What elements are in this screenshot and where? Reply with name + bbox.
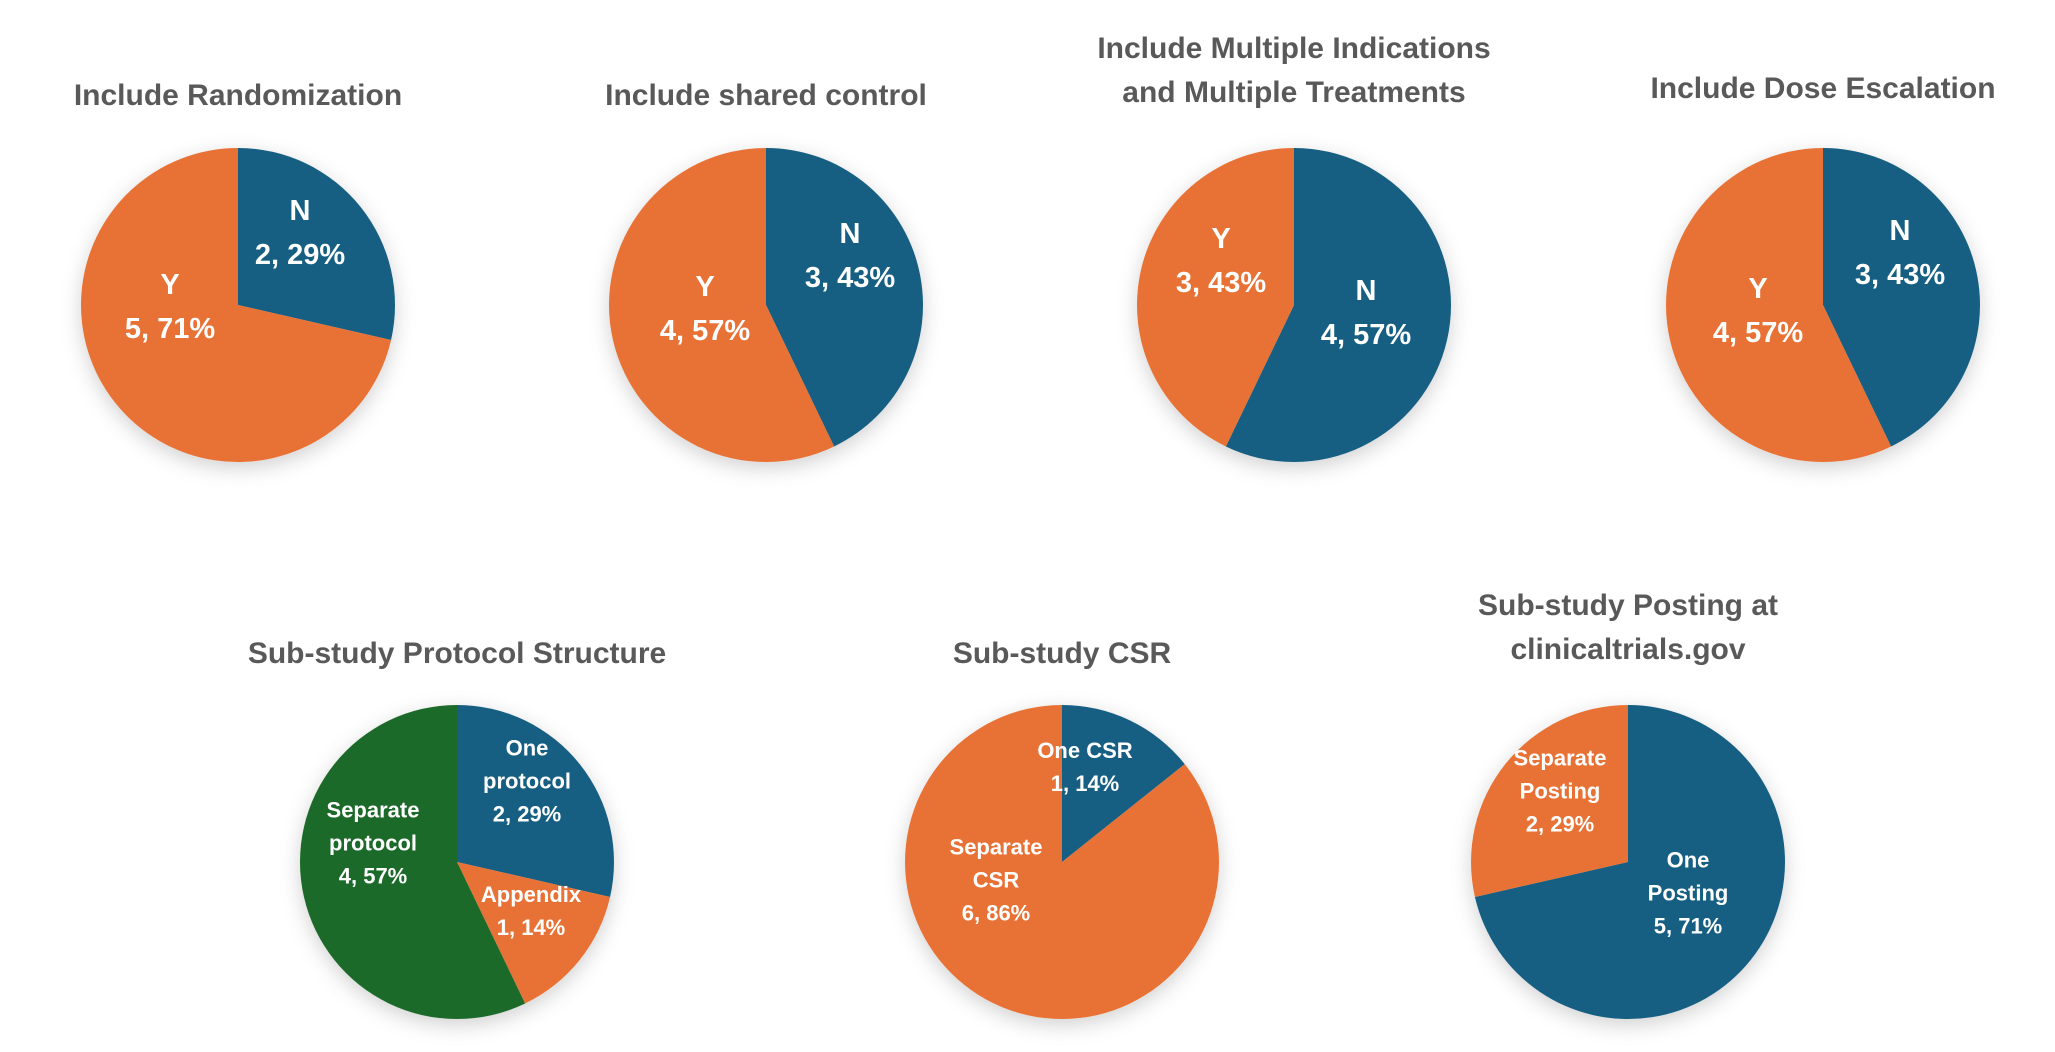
slice-label-line: Y bbox=[1211, 223, 1230, 255]
pie-slices bbox=[905, 705, 1220, 1020]
chart-title-line: and Multiple Treatments bbox=[1122, 76, 1465, 109]
pie-slice-n bbox=[238, 148, 395, 340]
slice-label-line: Y bbox=[160, 269, 179, 301]
pie-slice-y bbox=[1137, 148, 1294, 447]
slice-label-n: N 4, 57% bbox=[1321, 275, 1411, 351]
chart-title-line: clinicaltrials.gov bbox=[1510, 633, 1745, 666]
chart-title: Sub-study Posting at clinicaltrials.gov bbox=[1478, 589, 1778, 666]
slice-label-line: One bbox=[506, 736, 549, 761]
chart-title-line: Include Randomization bbox=[74, 79, 402, 112]
slice-label-separate-csr: Separate CSR 6, 86% bbox=[950, 835, 1043, 926]
pie-slice-y bbox=[80, 148, 392, 463]
slice-label-line: 3, 43% bbox=[805, 262, 895, 294]
slice-label-n: N 3, 43% bbox=[805, 218, 895, 294]
slice-label-line: 4, 57% bbox=[1321, 319, 1411, 351]
pie-slice-separate-csr bbox=[905, 705, 1220, 1020]
chart-title: Include shared control bbox=[605, 79, 927, 112]
chart-title-line: Include Multiple Indications bbox=[1097, 32, 1490, 65]
slice-label-line: N bbox=[1356, 275, 1377, 307]
slice-label-separate-protocol: Separate protocol 4, 57% bbox=[327, 798, 420, 889]
slice-label-appendix: Appendix 1, 14% bbox=[481, 882, 582, 940]
slice-label-line: 4, 57% bbox=[1713, 317, 1803, 349]
chart-title: Include Dose Escalation bbox=[1650, 72, 1995, 105]
pie-chart-include-multiple-indications-and-multiple-treatments: Include Multiple Indications and Multiple… bbox=[1097, 32, 1491, 462]
slice-label-line: Separate bbox=[327, 798, 420, 823]
slice-label-line: protocol bbox=[483, 769, 571, 794]
slice-label-y: Y 5, 71% bbox=[125, 269, 215, 345]
pie-chart-sub-study-csr: Sub-study CSR One CSR 1, 14% Separate CSR 6, … bbox=[905, 637, 1220, 1020]
slice-label-line: Y bbox=[1748, 273, 1767, 305]
slice-label-y: Y 4, 57% bbox=[1713, 273, 1803, 349]
pie-slices bbox=[80, 148, 395, 463]
slice-label-line: Posting bbox=[1648, 881, 1729, 906]
slice-label-line: 5, 71% bbox=[1654, 914, 1723, 939]
slice-label-line: N bbox=[290, 195, 311, 227]
slice-label-y: Y 3, 43% bbox=[1176, 223, 1266, 299]
slice-label-line: protocol bbox=[329, 831, 417, 856]
slice-label-line: Separate bbox=[950, 835, 1043, 860]
chart-title: Sub-study CSR bbox=[953, 637, 1172, 670]
slice-label-line: 4, 57% bbox=[339, 864, 408, 889]
slice-label-line: 1, 14% bbox=[497, 915, 566, 940]
slice-label-line: 2, 29% bbox=[1526, 812, 1595, 837]
pie-slice-one-csr bbox=[1062, 705, 1185, 862]
pie-slice-separate-protocol bbox=[299, 705, 526, 1020]
slice-label-line: One bbox=[1667, 848, 1710, 873]
slice-label-line: 1, 14% bbox=[1051, 771, 1120, 796]
pie-slice-one-posting bbox=[1474, 705, 1786, 1019]
chart-title-line: Include shared control bbox=[605, 79, 927, 112]
slice-label-line: 3, 43% bbox=[1176, 267, 1266, 299]
slice-label-one-csr: One CSR 1, 14% bbox=[1037, 738, 1132, 796]
pie-slice-n bbox=[1823, 148, 1980, 447]
slice-label-line: Appendix bbox=[481, 882, 582, 907]
chart-title-line: Sub-study CSR bbox=[953, 637, 1172, 670]
pie-slice-separate-posting bbox=[1471, 705, 1628, 897]
slice-label-separate-posting: Separate Posting 2, 29% bbox=[1514, 746, 1607, 837]
pie-slice-y bbox=[1665, 147, 1892, 462]
slice-label-line: CSR bbox=[973, 868, 1020, 893]
pie-slices bbox=[1665, 147, 1980, 462]
pie-slices bbox=[299, 705, 614, 1020]
pie-chart-sub-study-posting-at-clinicaltrials-gov: Sub-study Posting at clinicaltrials.gov On… bbox=[1471, 589, 1786, 1019]
pie-chart-include-dose-escalation: Include Dose Escalation N 3, 43% Y 4, 57% bbox=[1650, 72, 1996, 462]
pie-slice-n bbox=[766, 148, 923, 447]
pie-chart-sub-study-protocol-structure: Sub-study Protocol Structure One protocol 2… bbox=[248, 637, 666, 1020]
slice-label-n: N 3, 43% bbox=[1855, 215, 1945, 291]
slice-label-line: 4, 57% bbox=[660, 315, 750, 347]
slice-label-n: N 2, 29% bbox=[255, 195, 345, 271]
pie-slice-n bbox=[1225, 148, 1452, 462]
pie-slice-appendix bbox=[457, 862, 611, 1004]
slice-label-one-posting: One Posting 5, 71% bbox=[1648, 848, 1729, 939]
chart-title-line: Sub-study Protocol Structure bbox=[248, 637, 666, 670]
slice-label-line: 3, 43% bbox=[1855, 259, 1945, 291]
slice-label-line: 5, 71% bbox=[125, 313, 215, 345]
pie-slice-one-protocol bbox=[457, 705, 614, 897]
slice-label-line: One CSR bbox=[1037, 738, 1132, 763]
chart-title-line: Sub-study Posting at bbox=[1478, 589, 1778, 622]
slice-label-line: 6, 86% bbox=[962, 901, 1031, 926]
pie-slices bbox=[1137, 148, 1452, 462]
slice-label-line: 2, 29% bbox=[255, 239, 345, 271]
slice-label-line: 2, 29% bbox=[493, 802, 562, 827]
chart-title: Sub-study Protocol Structure bbox=[248, 637, 666, 670]
slice-label-line: Posting bbox=[1520, 779, 1601, 804]
chart-title: Include Multiple Indications and Multiple… bbox=[1097, 32, 1490, 109]
chart-title-line: Include Dose Escalation bbox=[1650, 72, 1995, 105]
chart-title: Include Randomization bbox=[74, 79, 402, 112]
pie-chart-include-shared-control: Include shared control N 3, 43% Y 4, 57% bbox=[605, 79, 927, 462]
slice-label-line: N bbox=[1890, 215, 1911, 247]
pie-slices bbox=[608, 148, 923, 462]
slice-label-y: Y 4, 57% bbox=[660, 271, 750, 347]
slice-label-line: Separate bbox=[1514, 746, 1607, 771]
pie-slices bbox=[1471, 705, 1786, 1019]
pie-chart-include-randomization: Include Randomization N 2, 29% Y 5, 71% bbox=[74, 79, 402, 463]
slice-label-line: N bbox=[840, 218, 861, 250]
pie-slice-y bbox=[608, 148, 835, 462]
slice-label-one-protocol: One protocol 2, 29% bbox=[483, 736, 571, 827]
slice-label-line: Y bbox=[695, 271, 714, 303]
